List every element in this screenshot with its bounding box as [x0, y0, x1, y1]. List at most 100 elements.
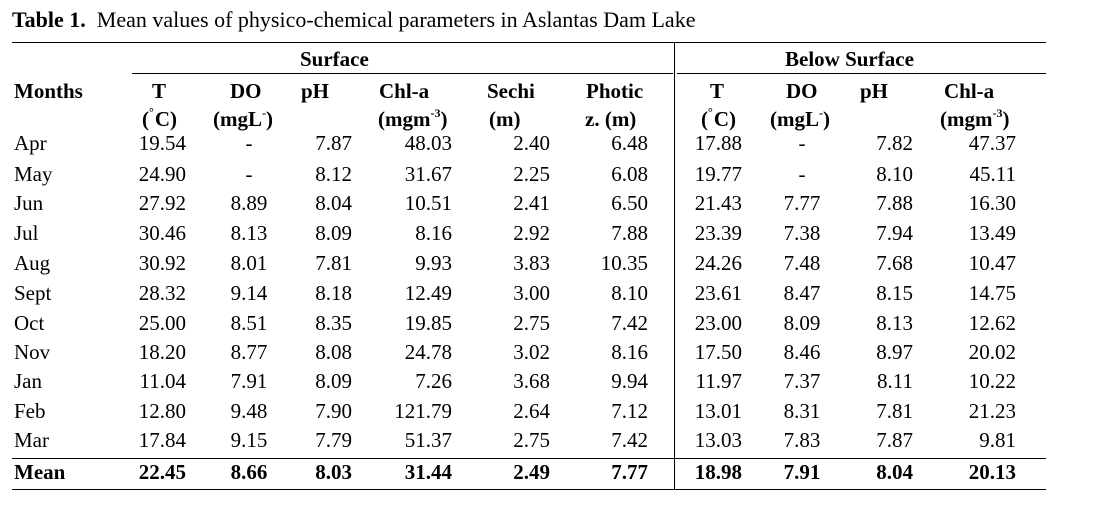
unit-text: (mgL [770, 107, 819, 131]
col-header-surface-t: T [152, 79, 167, 103]
cell-surface-ph: 8.09 [315, 369, 352, 393]
cell-surface-chla: 31.44 [404, 460, 452, 484]
cell-month: Jan [14, 369, 42, 393]
cell-below-t: 17.88 [694, 131, 742, 155]
cell-surface-t: 25.00 [138, 311, 186, 335]
cell-surface-sechi: 2.92 [513, 221, 550, 245]
cell-below-t: 19.77 [694, 162, 742, 186]
cell-month: Apr [14, 131, 47, 155]
group-header-below-surface: Below Surface [785, 47, 914, 71]
cell-below-ph: 8.11 [877, 369, 913, 393]
cell-surface-photic: 7.88 [611, 221, 648, 245]
cell-below-t: 24.26 [694, 251, 742, 275]
column-divider [674, 42, 675, 489]
cell-surface-t: 30.92 [138, 251, 186, 275]
cell-below-chla: 10.47 [968, 251, 1016, 275]
cell-surface-chla: 9.93 [415, 251, 452, 275]
paren-close: ) [1002, 107, 1010, 131]
cell-month: Nov [14, 340, 51, 364]
cell-below-chla: 9.81 [979, 428, 1016, 452]
col-header-surface-do: DO [230, 79, 262, 103]
degree-sign: ° [149, 105, 154, 119]
col-header-surface-photic: Photic [586, 79, 644, 103]
cell-surface-photic: 7.42 [611, 311, 648, 335]
cell-surface-ph: 8.12 [315, 162, 352, 186]
cell-below-ph: 7.94 [876, 221, 913, 245]
cell-surface-chla: 51.37 [404, 428, 452, 452]
cell-below-chla: 12.62 [968, 311, 1016, 335]
cell-month: Jun [14, 191, 44, 215]
paren-open: ( [701, 107, 708, 131]
cell-surface-photic: 9.94 [611, 369, 648, 393]
cell-below-do: 7.91 [783, 460, 821, 484]
cell-surface-photic: 6.48 [611, 131, 648, 155]
bottom-rule [12, 489, 1046, 490]
cell-below-t: 18.98 [694, 460, 742, 484]
cell-surface-photic: 10.35 [600, 251, 648, 275]
cell-month: Feb [14, 399, 46, 423]
cell-below-t: 11.97 [695, 369, 742, 393]
cell-surface-sechi: 2.49 [513, 460, 550, 484]
unit-superscript: -3 [992, 106, 1003, 120]
cell-surface-chla: 8.16 [415, 221, 452, 245]
cell-surface-sechi: 2.75 [513, 428, 550, 452]
cell-surface-do: 9.15 [230, 428, 268, 452]
cell-surface-chla: 24.78 [404, 340, 452, 364]
cell-below-t: 21.43 [694, 191, 742, 215]
cell-below-t: 23.39 [694, 221, 742, 245]
cell-below-do: 7.48 [783, 251, 821, 275]
col-header-below-do: DO [786, 79, 818, 103]
cell-below-ph: 8.04 [876, 460, 913, 484]
unit-text: C) [154, 107, 177, 131]
mean-rule [12, 458, 1046, 459]
cell-surface-photic: 7.42 [611, 428, 648, 452]
unit-text: C) [713, 107, 736, 131]
cell-month: Mar [14, 428, 49, 452]
cell-below-ph: 7.87 [876, 428, 913, 452]
cell-surface-t: 18.20 [138, 340, 186, 364]
cell-surface-do: 7.91 [230, 369, 268, 393]
col-header-surface-chla: Chl-a [379, 79, 430, 103]
cell-surface-t: 24.90 [138, 162, 186, 186]
cell-below-chla: 20.13 [968, 460, 1016, 484]
cell-surface-sechi: 2.40 [513, 131, 550, 155]
cell-surface-sechi: 3.02 [513, 340, 550, 364]
cell-surface-ph: 8.04 [315, 191, 352, 215]
cell-surface-chla: 19.85 [404, 311, 452, 335]
cell-surface-ph: 8.35 [315, 311, 352, 335]
cell-surface-ph: 7.81 [315, 251, 352, 275]
cell-surface-chla: 10.51 [404, 191, 452, 215]
cell-below-ph: 7.88 [876, 191, 913, 215]
cell-surface-do: 9.48 [230, 399, 268, 423]
paren-open: ( [142, 107, 149, 131]
cell-below-do: 8.47 [783, 281, 821, 305]
cell-surface-do: 8.89 [230, 191, 268, 215]
cell-surface-do: - [245, 162, 253, 186]
degree-sign: ° [708, 105, 713, 119]
cell-below-ph: 8.13 [876, 311, 913, 335]
cell-month: Mean [14, 460, 66, 484]
cell-below-chla: 16.30 [968, 191, 1016, 215]
cell-month: Jul [14, 221, 39, 245]
group-rule-surface [132, 73, 673, 74]
cell-below-t: 17.50 [694, 340, 742, 364]
cell-below-do: 7.38 [783, 221, 821, 245]
col-header-surface-ph: pH [301, 79, 330, 103]
cell-surface-photic: 7.77 [611, 460, 648, 484]
cell-surface-sechi: 2.25 [513, 162, 550, 186]
col-unit-below-do: (mgL-) [770, 106, 830, 131]
col-unit-below-chla: (mgm-3) [940, 106, 1010, 131]
cell-surface-photic: 6.08 [611, 162, 648, 186]
cell-below-do: 7.37 [783, 369, 821, 393]
table-caption: Table 1. Mean values of physico-chemical… [12, 7, 695, 33]
cell-below-t: 23.00 [694, 311, 742, 335]
cell-surface-sechi: 3.68 [513, 369, 550, 393]
cell-below-ph: 7.82 [876, 131, 913, 155]
cell-month: Oct [14, 311, 45, 335]
cell-surface-t: 30.46 [138, 221, 186, 245]
unit-superscript: - [819, 106, 823, 120]
cell-surface-t: 28.32 [138, 281, 186, 305]
cell-below-chla: 14.75 [968, 281, 1016, 305]
cell-surface-chla: 121.79 [394, 399, 452, 423]
group-header-surface: Surface [300, 47, 369, 71]
